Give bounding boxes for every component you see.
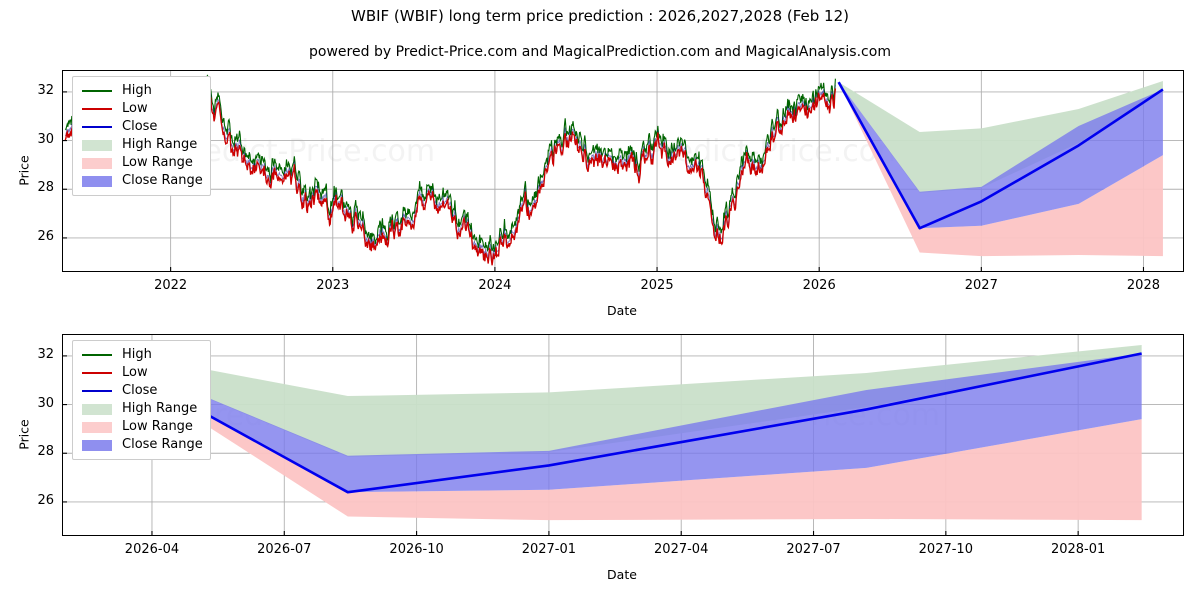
x-tick-label: 2027 (964, 278, 998, 293)
bottom-chart-legend-label: Low (122, 365, 148, 380)
top-chart-legend: High Low Close High Range Low Range Close Ran… (72, 76, 211, 196)
legend-line-swatch-icon (80, 348, 114, 362)
legend-line-swatch-icon (80, 84, 114, 98)
top-chart-legend-item: High (80, 82, 203, 100)
bottom-chart-legend-label: Low Range (122, 419, 193, 434)
legend-patch-swatch-icon (80, 420, 114, 434)
x-tick-label: 2028 (1126, 278, 1160, 293)
x-tick-label: 2027-04 (654, 542, 709, 557)
close-range-band (83, 346, 1142, 493)
bottom-chart-frame (62, 334, 1184, 536)
legend-swatch (82, 439, 112, 451)
page-subtitle: powered by Predict-Price.com and Magical… (309, 44, 891, 60)
legend-line-swatch-icon (80, 102, 114, 116)
low-range-band (83, 346, 1142, 521)
legend-line-swatch-icon (80, 384, 114, 398)
x-tick-label: 2026-10 (389, 542, 444, 557)
bottom-chart-legend-item: High (80, 346, 203, 364)
x-tick-label: 2022 (154, 278, 188, 293)
top-chart-legend-item: Low (80, 100, 203, 118)
bottom-chart-legend-label: High (122, 347, 152, 362)
y-tick-label: 28 (37, 180, 54, 196)
x-tick-label: 2026 (802, 278, 836, 293)
x-tick-label: 2023 (316, 278, 350, 293)
bottom-chart-legend-item: Low (80, 364, 203, 382)
top-chart-panel: Predict-Price.com Predict-Price.com (62, 70, 1184, 272)
legend-swatch (82, 89, 112, 93)
legend-swatch (82, 175, 112, 187)
top-chart-legend-label: High Range (122, 137, 198, 152)
top-chart-legend-label: Low (122, 101, 148, 116)
top-chart-legend-item: High Range (80, 136, 203, 154)
top-chart-legend-item: Low Range (80, 154, 203, 172)
high-range-band (83, 344, 1142, 457)
y-tick-label: 26 (37, 228, 54, 244)
watermark-text: Predict-Price.com (174, 134, 435, 169)
legend-patch-swatch-icon (80, 174, 114, 188)
low-range-band (838, 82, 1163, 257)
bottom-chart-y-axis-label: Price (16, 419, 32, 450)
y-tick-label: 32 (37, 82, 54, 98)
x-tick-label: 2028-01 (1050, 542, 1106, 557)
y-tick-label: 26 (37, 492, 54, 508)
legend-line-swatch-icon (80, 366, 114, 380)
y-tick-label: 32 (37, 346, 54, 362)
top-chart-legend-item: Close Range (80, 172, 203, 190)
top-chart-legend-label: High (122, 83, 152, 98)
bottom-chart-legend: High Low Close High Range Low Range Close Ran… (72, 340, 211, 460)
bottom-chart-legend-item: High Range (80, 400, 203, 418)
x-tick-label: 2026-04 (124, 542, 180, 557)
y-tick-label: 30 (37, 395, 54, 411)
bottom-chart-legend-label: High Range (122, 401, 198, 416)
legend-patch-swatch-icon (80, 138, 114, 152)
high-range-band (838, 80, 1163, 193)
top-chart-legend-label: Close Range (122, 173, 203, 188)
bottom-chart-legend-item: Close (80, 382, 203, 400)
legend-swatch (82, 107, 112, 111)
legend-swatch (82, 371, 112, 375)
bottom-chart-legend-item: Low Range (80, 418, 203, 436)
legend-swatch (82, 157, 112, 169)
bottom-chart-x-axis-label: Date (607, 567, 637, 582)
legend-swatch (82, 139, 112, 151)
top-chart-legend-item: Close (80, 118, 203, 136)
close-range-band (838, 82, 1163, 229)
legend-patch-swatch-icon (80, 438, 114, 452)
top-chart-x-axis-label: Date (607, 303, 637, 318)
watermark-text: Predict-Price.com (645, 134, 906, 169)
legend-swatch (82, 353, 112, 357)
top-chart-y-axis-label: Price (16, 155, 32, 186)
x-tick-label: 2026-07 (257, 542, 312, 557)
y-tick-label: 28 (37, 444, 54, 460)
bottom-chart-legend-label: Close (122, 383, 158, 398)
legend-swatch (82, 403, 112, 415)
legend-swatch (82, 421, 112, 433)
top-chart-legend-label: Low Range (122, 155, 193, 170)
legend-patch-swatch-icon (80, 156, 114, 170)
top-chart-legend-label: Close (122, 119, 158, 134)
x-tick-label: 2027-07 (786, 542, 841, 557)
top-chart-frame (62, 70, 1184, 272)
top-chart-plot: Predict-Price.com Predict-Price.com (62, 70, 1184, 272)
x-tick-label: 2027-10 (918, 542, 973, 557)
legend-line-swatch-icon (80, 120, 114, 134)
bottom-chart-legend-item: Close Range (80, 436, 203, 454)
bottom-chart-legend-label: Close Range (122, 437, 203, 452)
page-title: WBIF (WBIF) long term price prediction :… (350, 7, 849, 25)
legend-patch-swatch-icon (80, 402, 114, 416)
x-tick-label: 2027-01 (521, 542, 577, 557)
legend-swatch (82, 125, 112, 129)
x-tick-label: 2024 (478, 278, 512, 293)
forecast-close-line (82, 345, 1142, 494)
y-tick-label: 30 (37, 131, 54, 147)
forecast-close-line (837, 81, 1164, 230)
x-tick-label: 2025 (640, 278, 674, 293)
legend-swatch (82, 389, 112, 393)
